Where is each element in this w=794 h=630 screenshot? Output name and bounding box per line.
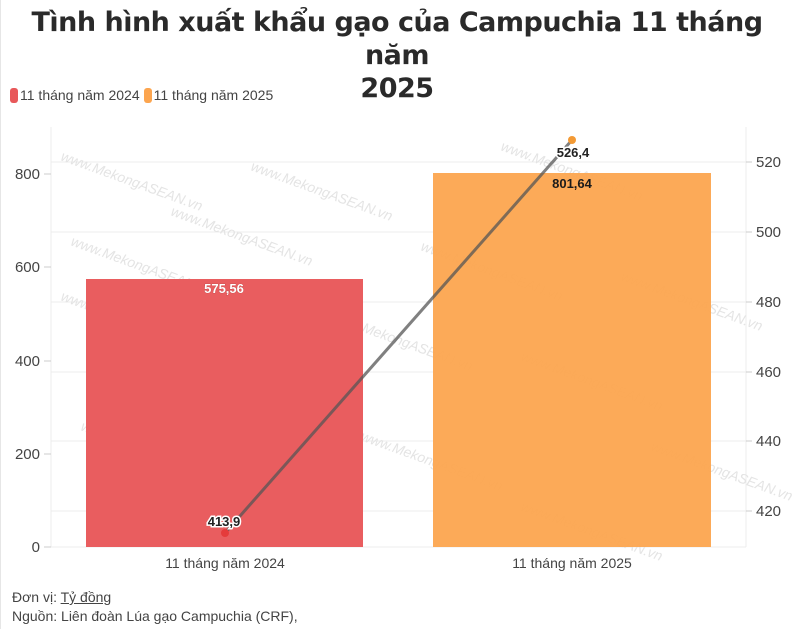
svg-text:800: 800: [15, 166, 40, 183]
legend-swatch-icon: [10, 87, 18, 103]
x-axis: 11 tháng năm 2024 11 tháng năm 2025: [165, 555, 632, 571]
footer: Đơn vị: Tỷ đồng Nguồn: Liên đoàn Lúa gạo…: [12, 588, 298, 626]
svg-text:www.MekongASEAN.vn: www.MekongASEAN.vn: [59, 148, 205, 214]
svg-text:480: 480: [756, 294, 781, 311]
legend-label: 11 tháng năm 2024: [20, 87, 140, 103]
right-axis: 420 440 460 480 500 520: [756, 154, 781, 520]
svg-text:www.MekongASEAN.vn: www.MekongASEAN.vn: [249, 158, 395, 224]
svg-text:420: 420: [756, 503, 781, 520]
legend-item-2024[interactable]: 11 tháng năm 2024: [10, 87, 140, 103]
svg-text:www.MekongASEAN.vn: www.MekongASEAN.vn: [169, 203, 315, 269]
svg-text:0: 0: [32, 539, 40, 556]
chart-title: Tình hình xuất khẩu gạo của Campuchia 11…: [0, 6, 794, 105]
bar-label-2024: 575,56: [204, 281, 244, 296]
line-label-2025: 526,4: [557, 145, 590, 160]
svg-text:200: 200: [15, 446, 40, 463]
line-label-2024: 413,9: [208, 514, 241, 529]
svg-text:600: 600: [15, 259, 40, 276]
legend-item-2025[interactable]: 11 tháng năm 2025: [143, 87, 274, 103]
unit-note: Đơn vị: Tỷ đồng: [12, 589, 112, 605]
source-note: Nguồn: Liên đoàn Lúa gạo Campuchia (CRF)…: [12, 608, 298, 624]
svg-text:500: 500: [756, 224, 781, 241]
line-point-2024[interactable]: [221, 529, 229, 537]
legend-label: 11 tháng năm 2025: [153, 87, 274, 103]
unit-value: Tỷ đồng: [60, 589, 112, 605]
svg-text:460: 460: [756, 364, 781, 381]
svg-text:400: 400: [15, 353, 40, 370]
svg-text:11 tháng năm 2024: 11 tháng năm 2024: [165, 555, 285, 571]
trend-line: [223, 139, 574, 534]
left-axis: 0 200 400 600 800: [15, 166, 40, 556]
svg-text:520: 520: [756, 154, 781, 171]
bar-label-2025: 801,64: [552, 176, 593, 191]
title-line-2: 2025: [360, 73, 434, 104]
bar-2025[interactable]: [433, 173, 711, 547]
svg-text:440: 440: [756, 433, 781, 450]
legend-swatch-icon: [143, 87, 152, 103]
bar-2024[interactable]: [86, 279, 363, 547]
svg-text:11 tháng năm 2025: 11 tháng năm 2025: [512, 555, 632, 571]
legend: 11 tháng năm 2024 11 tháng năm 2025: [10, 87, 277, 103]
title-line-1: Tình hình xuất khẩu gạo của Campuchia 11…: [31, 7, 763, 71]
line-point-2025[interactable]: [568, 136, 576, 144]
